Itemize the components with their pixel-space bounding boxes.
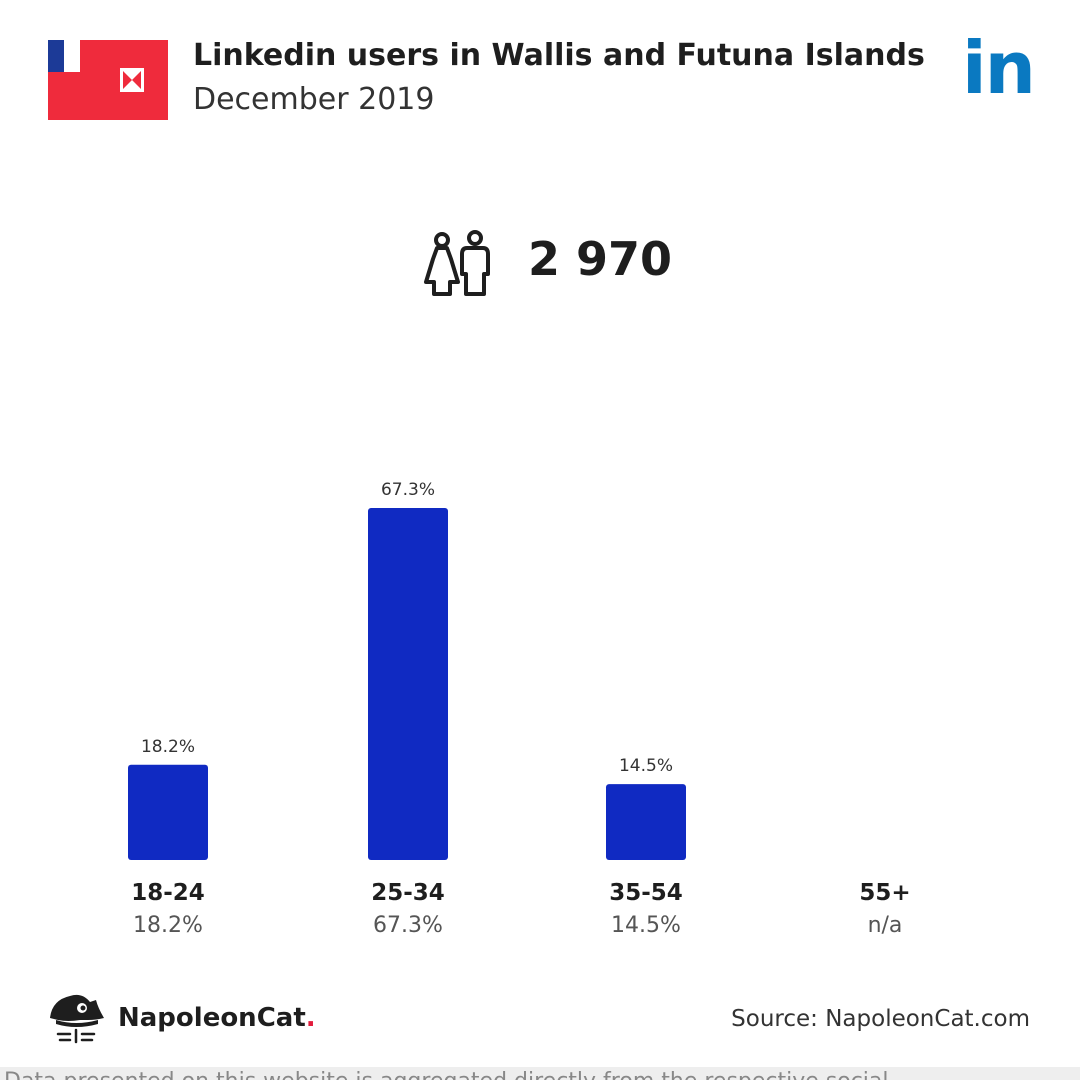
bottom-disclaimer: Data presented on this website is aggreg… [0,1067,1080,1080]
total-users: 2 970 [420,226,720,302]
bar-value-label-35-54: 14.5% [619,756,673,776]
category-label-25-34: 25-34 [371,880,445,906]
chart-subtitle: December 2019 [193,82,435,117]
category-label-55+: 55+ [859,880,910,906]
country-flag [48,40,168,120]
linkedin-logo-text: in [962,26,1036,110]
linkedin-logo-icon: in [962,32,1038,104]
users-icon [424,230,490,296]
brand-dot: . [305,1003,316,1033]
category-label-18-24: 18-24 [131,880,205,906]
share-label-55+: n/a [868,913,903,938]
total-users-value: 2 970 [528,232,673,286]
bar-35-54 [606,784,686,860]
bar-25-34 [368,508,448,860]
bar-18-24 [128,764,208,860]
bar-value-label-25-34: 67.3% [381,480,435,500]
disclaimer-text: Data presented on this website is aggreg… [4,1069,889,1080]
category-label-35-54: 35-54 [609,880,683,906]
flag-graphic [48,40,168,120]
share-label-18-24: 18.2% [133,913,203,938]
age-bar-chart: 18.2% 18-24 18.2% 67.3% 25-34 67.3% 14.5% 35-54… [128,480,911,938]
share-label-35-54: 14.5% [611,913,681,938]
brand-name: NapoleonCat [118,1003,306,1033]
napoleoncat-logo-icon [50,994,104,1044]
napoleoncat-brand: NapoleonCat. [118,1003,316,1033]
bar-value-label-18-24: 18.2% [141,737,195,757]
age-distribution-chart: 18.2% 18-24 18.2% 67.3% 25-34 67.3% 14.5% 35-54… [0,400,1080,960]
chart-title: Linkedin users in Wallis and Futuna Isla… [193,38,925,73]
share-label-25-34: 67.3% [373,913,443,938]
source-link[interactable]: Source: NapoleonCat.com [731,1006,1030,1032]
